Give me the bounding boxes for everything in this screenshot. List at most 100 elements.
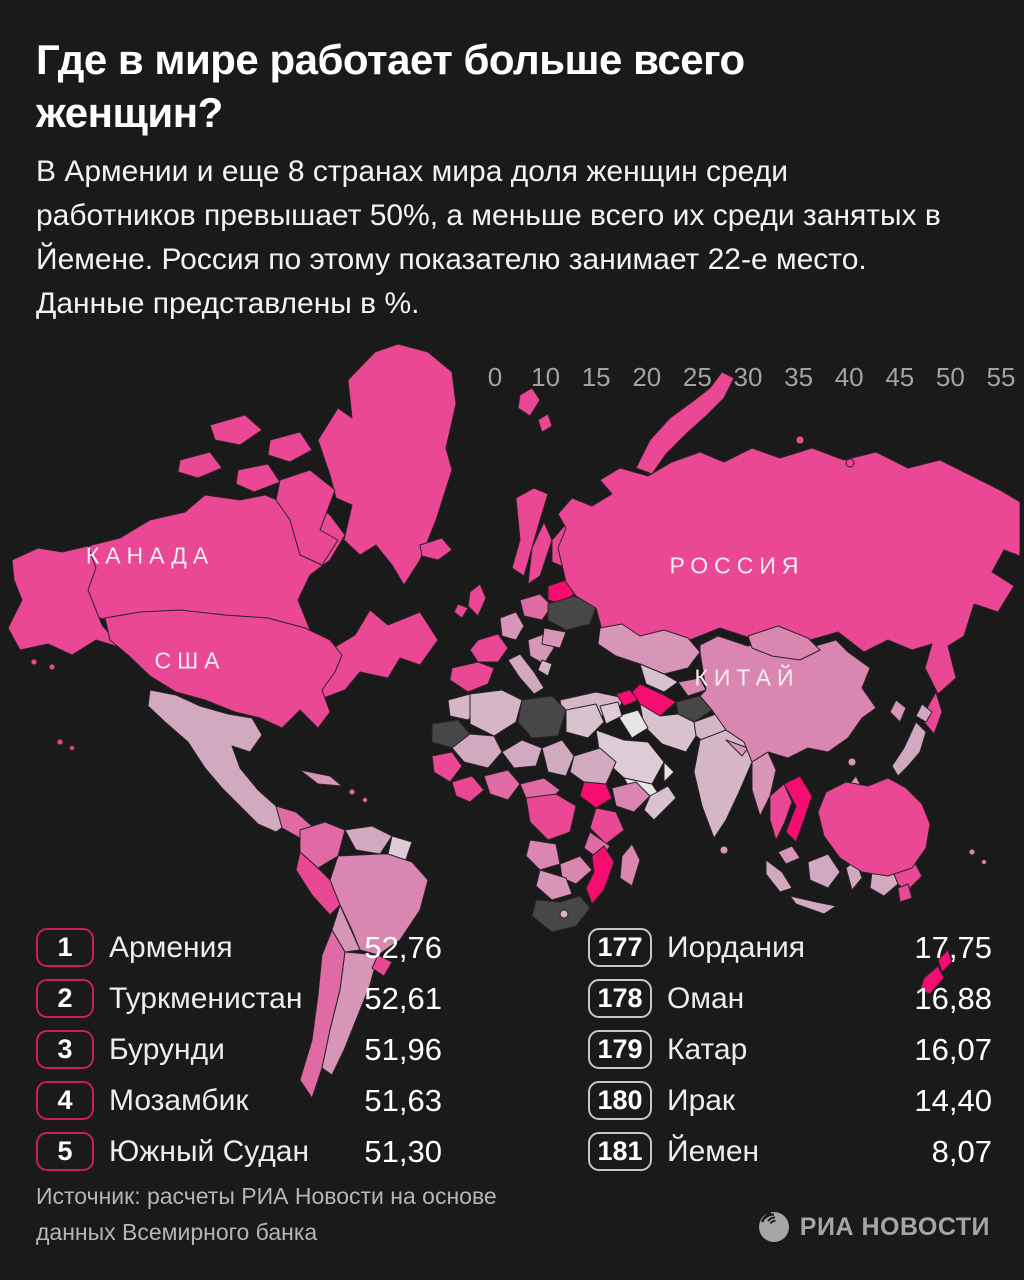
rank-row: 4 Мозамбик 51,63: [36, 1075, 442, 1126]
rank-row: 177 Иордания 17,75: [588, 922, 992, 973]
rank-row: 3 Бурунди 51,96: [36, 1024, 442, 1075]
map-region-angola: [525, 839, 561, 871]
rank-value: 51,30: [364, 1133, 442, 1169]
map-region-sweden: [527, 521, 553, 585]
map-region-sri-lanka: [719, 845, 729, 855]
map-region-south-sudan: [579, 781, 613, 809]
map-region-iberia: [449, 661, 495, 693]
map-region-zambia: [559, 855, 593, 885]
map-region-hawaii: [56, 738, 64, 746]
rank-country: Бурунди: [109, 1032, 225, 1066]
rank-value: 17,75: [914, 929, 992, 965]
map-region-japan: [891, 721, 927, 777]
map-region-ghana-ivory-coast: [451, 775, 485, 803]
map-region-uruguay: [371, 954, 393, 977]
map-region-korea: [889, 699, 907, 723]
map-region-arctic-island: [267, 431, 313, 463]
map-label-russia: РОССИЯ: [669, 552, 805, 579]
ria-novosti-logo: РИА НОВОСТИ: [757, 1210, 990, 1244]
legend-tick-45: 45: [885, 362, 915, 392]
rank-value: 16,07: [914, 1031, 992, 1067]
rank-badge: 181: [588, 1132, 652, 1171]
map-region-aleutians: [48, 663, 56, 671]
map-region-taiwan: [847, 757, 857, 767]
map-region-caribbean: [348, 788, 356, 796]
page-subtitle: В Армении и еще 8 странах мира доля женщ…: [36, 155, 941, 321]
map-region-iran: [639, 703, 697, 753]
map-region-poland: [519, 593, 553, 621]
globe-icon: [758, 1211, 789, 1242]
page-title: Где в мире работает больше всего женщин?: [36, 36, 745, 136]
rank-value: 8,07: [931, 1133, 992, 1169]
map-region-mongolia: [747, 625, 821, 661]
rank-country: Южный Судан: [109, 1134, 310, 1168]
map-region-levant: [599, 701, 623, 725]
map-region-tasmania: [897, 883, 913, 903]
legend-tick-15: 15: [581, 362, 611, 392]
rank-badge: 179: [588, 1030, 652, 1069]
map-region-algeria: [469, 689, 523, 737]
rank-badge: 177: [588, 928, 652, 967]
color-scale-legend: 0 10 15 20 25 30 35 40 45 50 55: [488, 328, 1016, 394]
ranking-list-top: 1 Армения 52,76 2 Туркменистан 52,61 3 Б…: [36, 922, 442, 1177]
legend-tick-50: 50: [935, 362, 965, 392]
map-region-ethiopia: [611, 781, 651, 813]
map-region-japan-hokkaido: [915, 703, 933, 723]
legend-tick-35: 35: [784, 362, 814, 392]
map-region-pacific-island: [981, 859, 987, 865]
map-region-novaya-zemlya: [635, 371, 735, 475]
map-region-pacific-island: [968, 848, 976, 856]
map-region-madagascar: [619, 843, 641, 887]
legend-tick-55: 55: [986, 362, 1016, 392]
rank-country: Ирак: [667, 1083, 736, 1117]
map-region-iceland: [419, 537, 453, 561]
map-label-china: КИТАЙ: [694, 664, 800, 691]
map-region-drc: [525, 793, 577, 841]
color-scale-ticks: 0 10 15 20 25 30 35 40 45 50 55: [488, 362, 1016, 394]
map-region-romania: [541, 627, 567, 649]
rank-country: Иордания: [667, 930, 806, 964]
map-region-baffin: [275, 469, 339, 566]
map-region-iraq: [617, 709, 649, 739]
map-region-greece: [537, 659, 553, 677]
rank-badge: 4: [36, 1081, 94, 1120]
map-region-cuba: [299, 769, 343, 787]
rank-country: Туркменистан: [109, 981, 303, 1015]
rank-row: 181 Йемен 8,07: [588, 1126, 992, 1177]
rank-value: 16,88: [914, 980, 992, 1016]
rank-value: 51,63: [364, 1082, 442, 1118]
rank-row: 180 Ирак 14,40: [588, 1075, 992, 1126]
map-region-oman: [663, 761, 675, 783]
rank-value: 52,61: [364, 980, 442, 1016]
map-region-new-zealand: [937, 949, 953, 973]
rank-row: 179 Катар 16,07: [588, 1024, 992, 1075]
map-region-west-africa: [431, 751, 463, 783]
map-region-mozambique: [585, 845, 615, 905]
map-region-russia: [557, 447, 1021, 695]
rank-country: Оман: [667, 981, 745, 1015]
map-region-france: [469, 633, 509, 663]
map-region-hawaii: [69, 745, 75, 751]
map-region-new-zealand: [919, 965, 945, 995]
map-region-nigeria: [483, 769, 521, 801]
map-region-uzbekistan: [639, 663, 679, 693]
map-region-usa: [104, 609, 343, 729]
map-region-uk: [467, 583, 487, 617]
rank-country: Мозамбик: [109, 1083, 249, 1117]
map-region-nepal: [725, 739, 749, 757]
map-region-chad: [541, 739, 575, 777]
map-region-libya: [517, 695, 567, 739]
map-region-argentina: [321, 951, 379, 1076]
map-region-caucasus: [615, 689, 639, 707]
rank-row: 2 Туркменистан 52,61: [36, 973, 442, 1024]
legend-tick-30: 30: [733, 362, 763, 392]
rank-country: Йемен: [667, 1134, 760, 1168]
rank-badge: 178: [588, 979, 652, 1018]
rank-value: 52,76: [364, 929, 442, 965]
map-region-indonesia-java: [789, 895, 837, 915]
rank-badge: 3: [36, 1030, 94, 1069]
map-region-vietnam: [783, 775, 813, 843]
map-region-indonesia-borneo: [807, 853, 841, 889]
rank-badge: 1: [36, 928, 94, 967]
map-region-peru: [295, 851, 341, 916]
